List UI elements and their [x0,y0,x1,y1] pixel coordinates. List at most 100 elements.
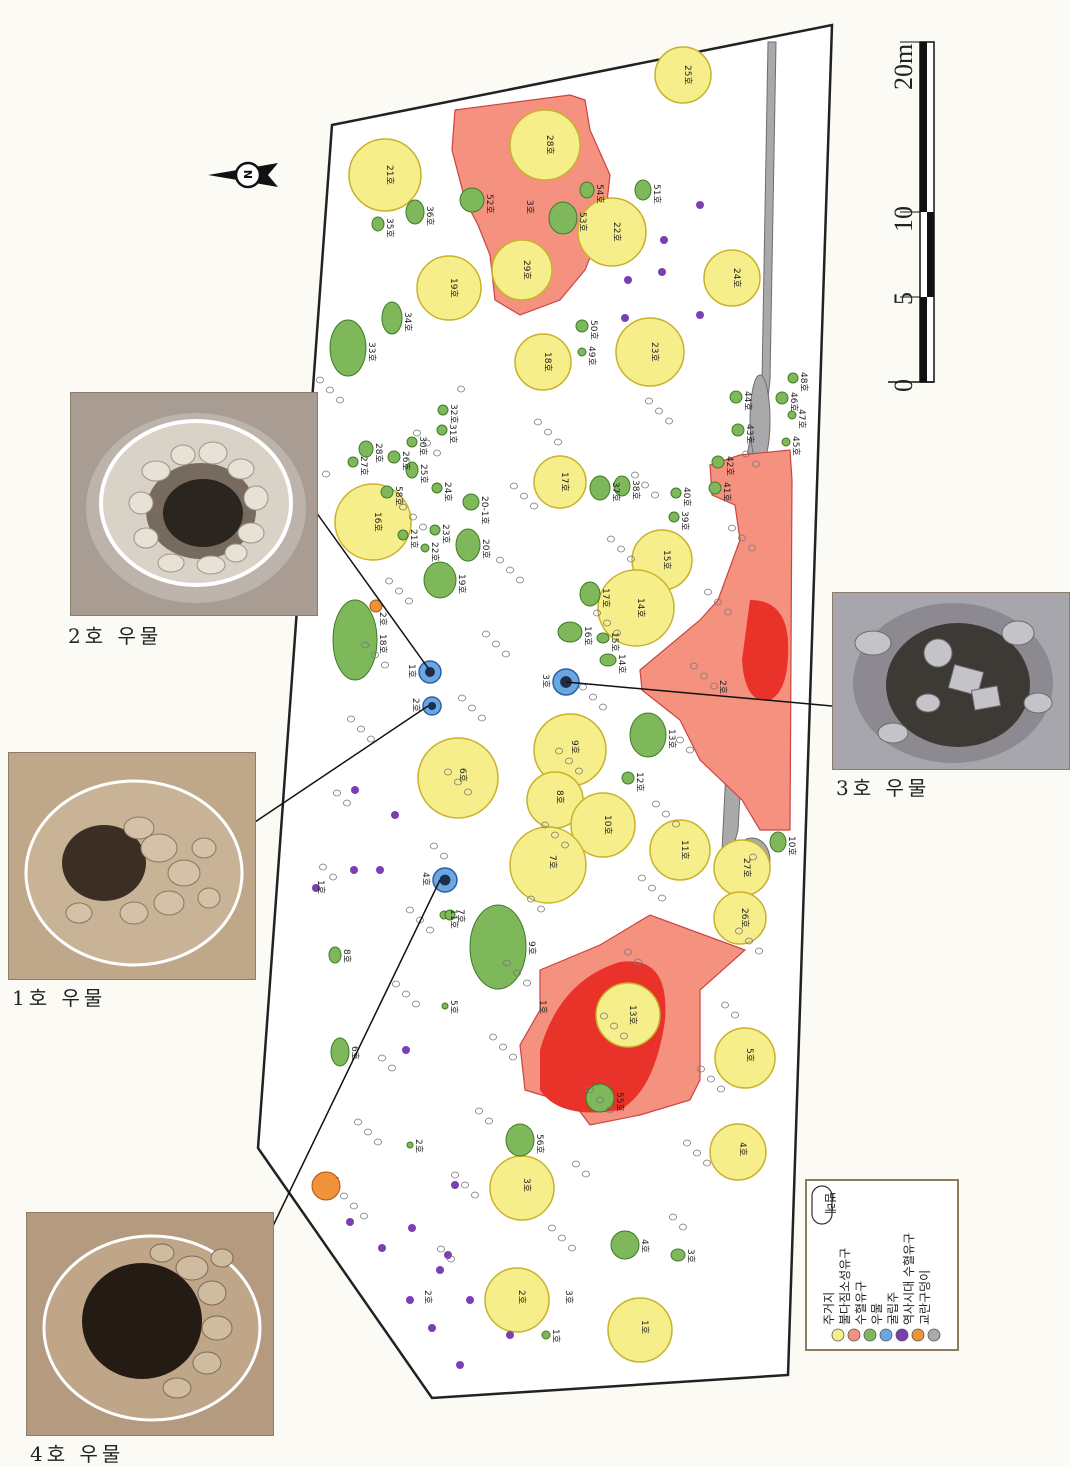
pit-39 [406,1141,414,1149]
legend-title: 범례 [823,1192,837,1214]
posthole-dot [456,1361,464,1369]
small-hole [516,576,524,584]
pit-5 [405,199,425,225]
pit-4 [634,179,652,201]
small-hole [350,1202,358,1210]
house-label: 18호 [542,352,553,372]
small-hole [530,502,538,510]
pit-17 [405,461,419,479]
small-hole [652,800,660,808]
pit-25 [579,581,601,607]
north-arrow-icon: N [208,161,278,189]
small-hole [638,874,646,882]
house-label: 22호 [611,222,622,242]
pit-13 [406,436,418,448]
small-hole [665,417,673,425]
small-hole [634,958,642,966]
small-hole [385,577,393,585]
small-hole [586,1086,594,1094]
pit-32 [469,904,527,990]
small-hole [374,1138,382,1146]
posthole-dot [406,1296,414,1304]
small-hole [600,1012,608,1020]
pit-label: 16호 [582,626,593,646]
small-hole [710,682,718,690]
house-label: 21호 [384,165,395,185]
small-hole [458,694,466,702]
house-label: 26호 [739,908,750,928]
house-23 [709,1123,767,1181]
posthole-dot [621,314,629,322]
pit-22 [455,528,481,562]
small-hole [676,736,684,744]
small-hole [354,1118,362,1126]
posthole-dot [346,1218,354,1226]
pit-34 [444,909,456,921]
scale-tick-5: 5 [889,292,918,305]
small-hole [648,884,656,892]
small-hole [343,799,351,807]
pit-26 [557,621,583,643]
posthole-dot [444,1251,452,1259]
house-3 [577,197,647,267]
well-hole [427,701,437,711]
small-hole [471,1191,479,1199]
legend-item-label: 불다짐소성유구 [838,1248,852,1325]
caption-well-1: 1호 우물 [12,986,107,1010]
pit-label: 28호 [373,443,384,463]
pit-51 [589,475,611,501]
small-hole [406,906,414,914]
pit-41 [505,1123,535,1157]
small-hole [717,1085,725,1093]
legend-swatch [879,1328,893,1342]
pit-label: 30호 [417,436,428,456]
small-hole [482,630,490,638]
small-hole [437,1245,445,1253]
pit-label: 10호 [786,836,797,856]
small-hole [520,492,528,500]
pit-label: 58호 [393,486,404,506]
small-hole [651,491,659,499]
small-hole [693,1149,701,1157]
house-20 [713,891,767,945]
small-hole [582,1170,590,1178]
small-hole [378,1054,386,1062]
small-hole [395,587,403,595]
pit-label: 27호 [358,456,369,476]
pit-label: 19호 [456,574,467,594]
small-hole [499,1043,507,1051]
historic-pit-1 [311,1171,341,1201]
pit-23 [423,561,457,599]
house-26 [607,1297,673,1363]
small-hole [357,725,365,733]
small-hole [596,1096,604,1104]
small-hole [527,895,535,903]
pit-label: 42호 [724,456,735,476]
small-hole [624,948,632,956]
pit-label: 52호 [484,194,495,214]
small-hole [333,789,341,797]
pit-38 [670,1248,686,1262]
pit-label: 51호 [651,184,662,204]
burnt-label: 3호 [524,200,535,214]
small-hole [440,852,448,860]
posthole-label: 2호 [422,1290,433,1304]
pit-label: 15호 [609,632,620,652]
burnt-label: 2호 [717,680,728,694]
small-hole [544,428,552,436]
small-hole [364,1128,372,1136]
pit-15 [347,456,359,468]
small-hole [707,1075,715,1083]
pit-10 [577,347,587,357]
pit-label: 53호 [577,212,588,232]
posthole-dot [351,786,359,794]
posthole-dot [376,866,384,874]
pit-label: 25호 [418,464,429,484]
small-hole [575,767,583,775]
small-hole [551,831,559,839]
small-hole [714,598,722,606]
small-hole [735,927,743,935]
pit-14 [358,440,374,458]
small-hole [336,396,344,404]
